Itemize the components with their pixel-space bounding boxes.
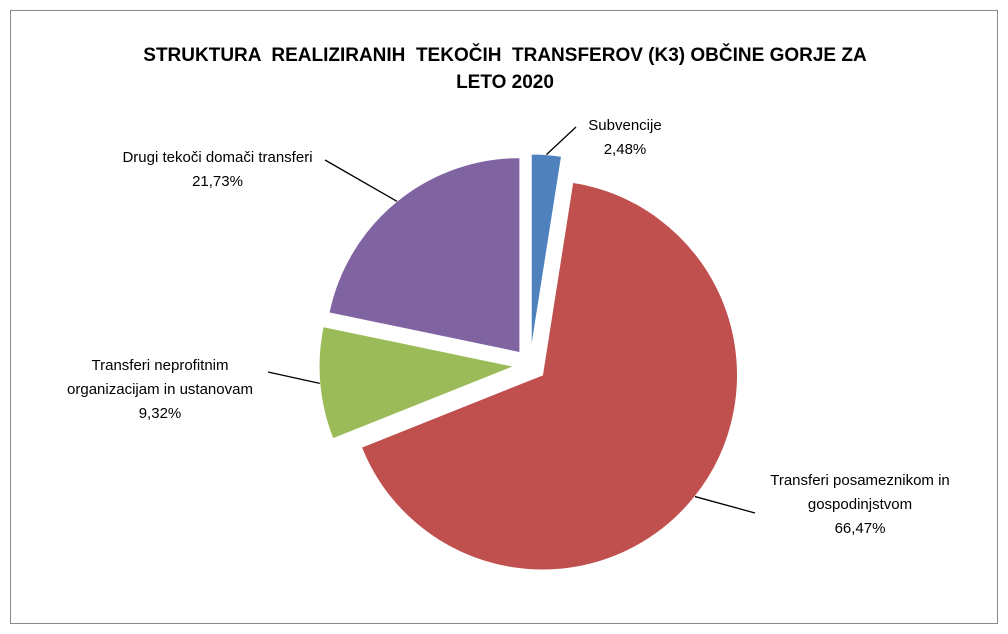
label-name: Transferi posameznikom in gospodinjstvom [770, 472, 950, 513]
pie-slice [328, 157, 521, 354]
label-name: Subvencije [588, 117, 662, 134]
leader-line [545, 126, 577, 156]
data-label: Transferi posameznikom in gospodinjstvom… [740, 469, 980, 541]
label-value: 66,47% [834, 520, 886, 537]
data-label: Drugi tekoči domači transferi 21,73% [110, 146, 325, 194]
data-label: Transferi neprofitnim organizacijam in u… [55, 354, 265, 426]
leader-line [324, 159, 398, 202]
label-name: Drugi tekoči domači transferi [122, 149, 313, 166]
data-label: Subvencije 2,48% [565, 114, 685, 162]
pie-slice [530, 153, 563, 350]
leader-line [267, 371, 320, 385]
label-value: 21,73% [192, 173, 243, 190]
leader-line [694, 495, 756, 514]
chart-title: STRUKTURA REALIZIRANIH TEKOČIH TRANSFERO… [143, 45, 872, 93]
label-value: 9,32% [138, 405, 182, 422]
label-value: 2,48% [603, 141, 647, 158]
label-name: Transferi neprofitnim organizacijam in u… [67, 357, 253, 398]
